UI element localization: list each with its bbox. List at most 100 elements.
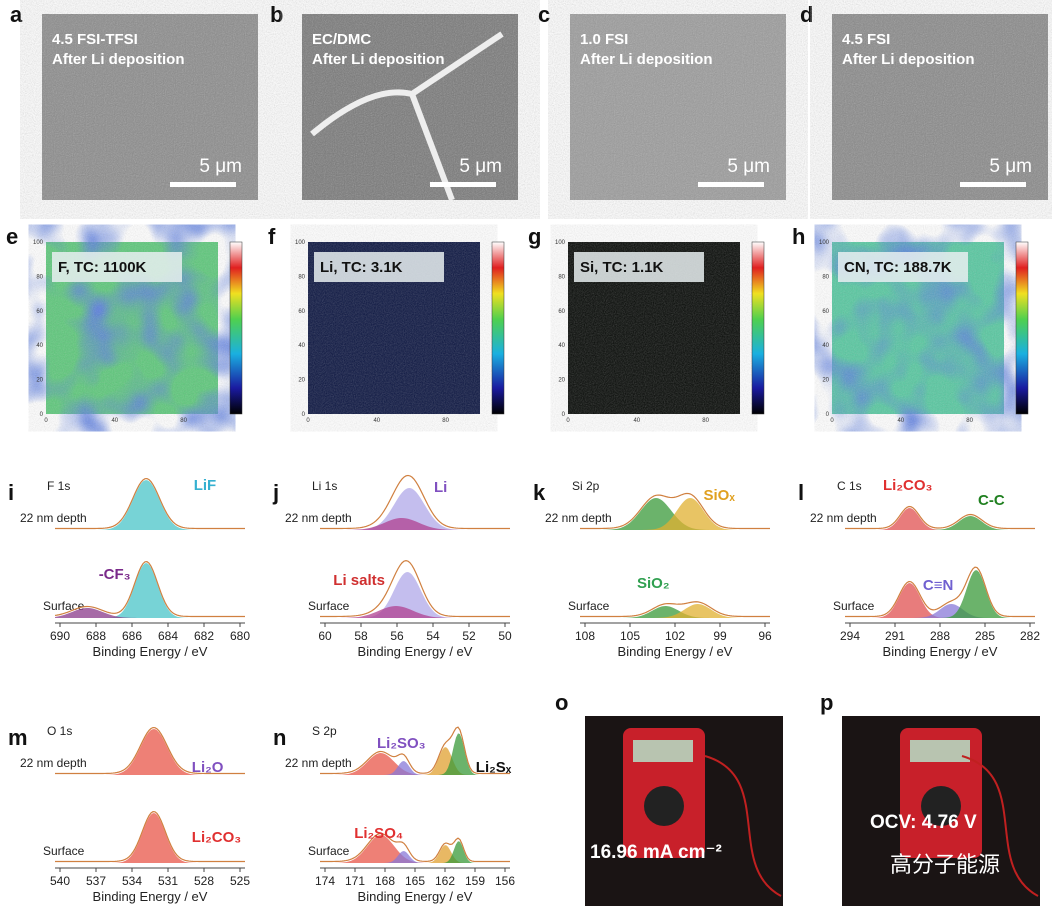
watermark: 高分子能源	[890, 852, 1000, 877]
map-y-tick: 20	[558, 378, 565, 384]
x-tick-label: 165	[405, 874, 425, 888]
colorbar	[751, 241, 765, 415]
meter-display	[633, 740, 693, 762]
meter-display	[910, 740, 970, 762]
sem-caption: 4.5 FSI-TFSI	[52, 31, 138, 48]
map-y-tick: 80	[298, 274, 305, 280]
panel-letter: m	[8, 725, 28, 750]
panel-letter: b	[270, 2, 283, 27]
depth-label: 22 nm depth	[20, 756, 87, 770]
fit-peak	[320, 835, 510, 863]
fit-peak	[55, 563, 245, 618]
map-y-tick: 80	[822, 274, 829, 280]
x-tick-label: 168	[375, 874, 395, 888]
panel-letter: o	[555, 690, 568, 715]
envelope	[55, 811, 245, 863]
map-label-box	[314, 252, 444, 282]
x-axis-label: Binding Energy / eV	[618, 644, 733, 659]
scale-bar	[960, 182, 1026, 187]
envelope	[580, 492, 770, 530]
x-tick-label: 282	[1020, 629, 1040, 643]
depth-label: 22 nm depth	[810, 511, 877, 525]
scale-label: 5 μm	[727, 156, 770, 177]
x-tick-label: 60	[318, 629, 332, 643]
x-tick-label: 680	[230, 629, 250, 643]
peak-label: SiOₓ	[704, 487, 736, 504]
fit-peak	[320, 518, 510, 530]
x-tick-label: 525	[230, 874, 250, 888]
x-tick-label: 537	[86, 874, 106, 888]
x-tick-label: 285	[975, 629, 995, 643]
peak-label: LiF	[194, 477, 217, 494]
peak-label: Li₂CO₃	[192, 829, 241, 846]
envelope	[320, 726, 510, 775]
x-axis-label: Binding Energy / eV	[93, 644, 208, 659]
photo-label: 16.96 mA cm⁻²	[590, 842, 722, 863]
map-label: Li, TC: 3.1K	[320, 259, 403, 276]
envelope	[845, 505, 1035, 530]
meter-dial	[921, 786, 961, 826]
core-level: F 1s	[47, 479, 70, 493]
map-label: Si, TC: 1.1K	[580, 259, 664, 276]
peak-label: Li	[434, 479, 447, 496]
map-y-tick: 100	[33, 240, 44, 246]
surface-label: Surface	[308, 844, 350, 858]
x-axis-label: Binding Energy / eV	[93, 889, 208, 904]
peak-label: Li₂SO₃	[377, 735, 426, 752]
core-level: Li 1s	[312, 479, 337, 493]
panel-letter: i	[8, 480, 14, 505]
fit-peak	[580, 606, 770, 618]
map-y-tick: 80	[558, 274, 565, 280]
envelope	[320, 474, 510, 530]
peak-label: C-C	[978, 492, 1005, 509]
fit-peak	[845, 570, 1035, 618]
sem-texture	[42, 14, 258, 200]
peak-label: -CF₃	[99, 566, 131, 583]
panel-letter: k	[533, 480, 546, 505]
map-label: CN, TC: 188.7K	[844, 259, 952, 276]
map-y-tick: 40	[558, 343, 565, 349]
peak-label: Li₂SO₄	[354, 825, 403, 842]
sem-caption: After Li deposition	[52, 51, 185, 68]
map-label: F, TC: 1100K	[58, 259, 147, 276]
map-y-tick: 80	[36, 274, 43, 280]
panel-letter: g	[528, 224, 541, 249]
map-y-tick: 40	[822, 343, 829, 349]
map-x-tick: 0	[306, 418, 310, 424]
x-axis-label: Binding Energy / eV	[358, 889, 473, 904]
map-x-tick: 40	[373, 418, 380, 424]
depth-label: 22 nm depth	[20, 511, 87, 525]
core-level: Si 2p	[572, 479, 600, 493]
sem-caption: After Li deposition	[842, 51, 975, 68]
map-y-tick: 0	[826, 412, 830, 418]
scale-bar	[698, 182, 764, 187]
peak-label: SiO₂	[637, 575, 670, 592]
map-y-tick: 100	[555, 240, 566, 246]
fit-peak	[320, 488, 510, 530]
sem-texture	[570, 14, 786, 200]
map-y-tick: 60	[298, 309, 305, 315]
x-tick-label: 690	[50, 629, 70, 643]
fit-peak	[845, 604, 1035, 618]
fit-peak	[580, 498, 770, 530]
sem-caption: 1.0 FSI	[580, 31, 628, 48]
x-tick-label: 96	[758, 629, 772, 643]
map-label-box	[574, 252, 704, 282]
wires	[704, 755, 782, 897]
x-tick-label: 171	[345, 874, 365, 888]
fit-peak	[845, 583, 1035, 618]
map-x-tick: 0	[830, 418, 834, 424]
map-x-tick: 80	[966, 418, 973, 424]
x-tick-label: 54	[426, 629, 440, 643]
map-y-tick: 60	[822, 309, 829, 315]
map-y-tick: 0	[40, 412, 44, 418]
map-label-box	[52, 252, 182, 282]
x-tick-label: 686	[122, 629, 142, 643]
panel-letter: c	[538, 2, 550, 27]
fit-peak	[55, 729, 245, 775]
fit-peak	[55, 813, 245, 863]
panel-letter: h	[792, 224, 805, 249]
map-y-tick: 60	[36, 309, 43, 315]
